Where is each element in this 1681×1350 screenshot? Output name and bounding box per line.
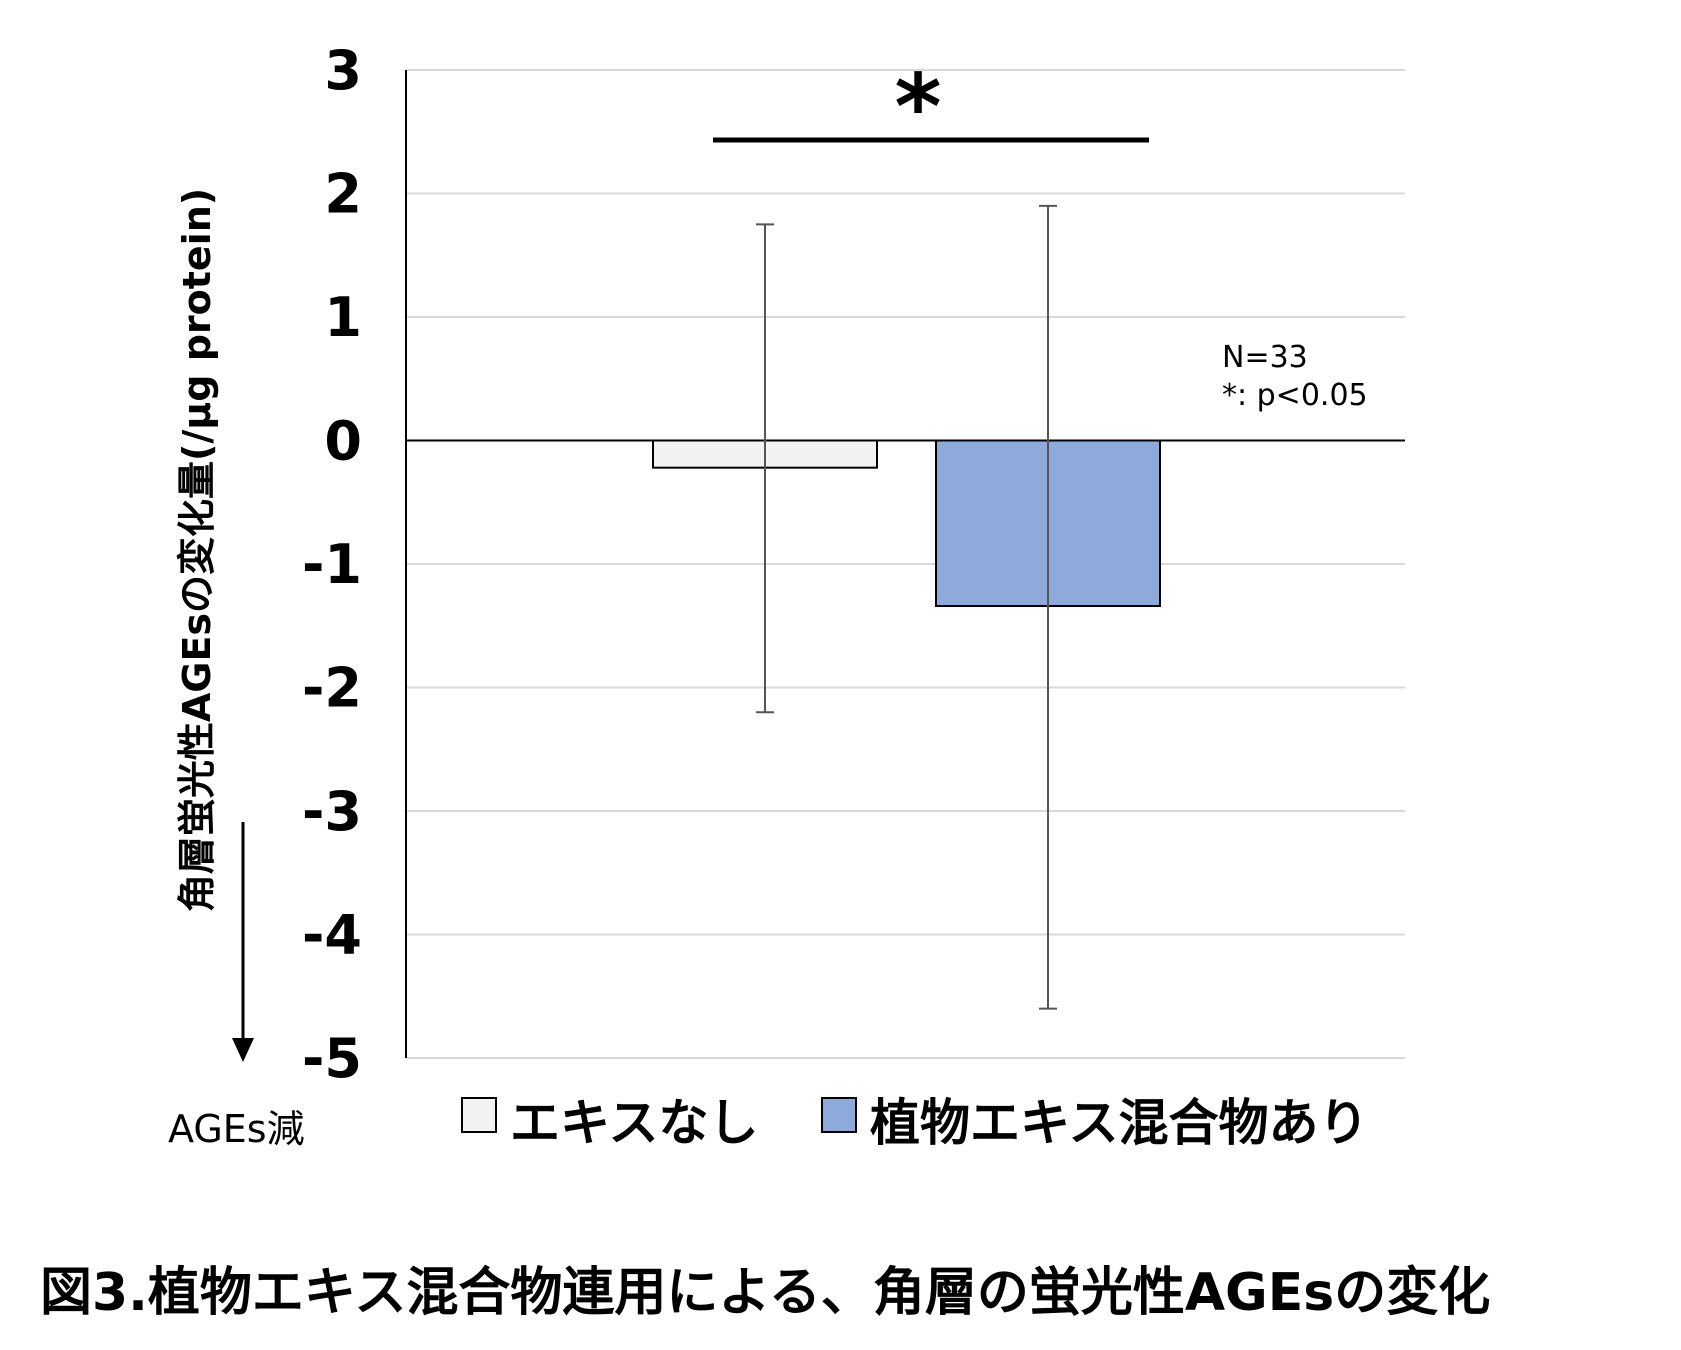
legend-label-no-extract: エキスなし — [510, 1094, 759, 1152]
bars — [652, 439, 1161, 607]
y-tick-label: -5 — [302, 1027, 362, 1090]
y-tick-label: 2 — [324, 163, 362, 226]
down-arrow-head — [232, 1038, 254, 1062]
legend-label-plant-extract: 植物エキス混合物あり — [870, 1094, 1369, 1152]
sample-size-note: N=33 — [1222, 340, 1308, 375]
y-tick-label: -1 — [302, 533, 362, 596]
legend-swatch-plant-extract — [821, 1097, 857, 1133]
y-tick-label: 3 — [324, 39, 362, 102]
legend-swatch-no-extract — [461, 1097, 497, 1133]
y-tick-label: -3 — [302, 780, 362, 843]
significance-star: * — [894, 55, 941, 160]
figure-caption: 図3.植物エキス混合物連用による、角層の蛍光性AGEsの変化 — [40, 1263, 1490, 1323]
ages-decrease-label: AGEs減 — [168, 1107, 305, 1151]
y-tick-label: -4 — [302, 904, 362, 967]
y-tick-label: 1 — [324, 286, 362, 349]
p-value-note: *: p<0.05 — [1222, 378, 1368, 413]
gridlines — [406, 69, 1405, 1059]
y-tick-label: -2 — [302, 657, 362, 720]
error-bars — [756, 204, 1057, 1010]
y-tick-label: 0 — [324, 410, 362, 473]
y-axis-label: 角層蛍光性AGEsの変化量(/μg protein) — [175, 188, 219, 912]
y-axis-ticks: 3 2 1 0 -1 -2 -3 -4 -5 — [302, 39, 362, 1090]
